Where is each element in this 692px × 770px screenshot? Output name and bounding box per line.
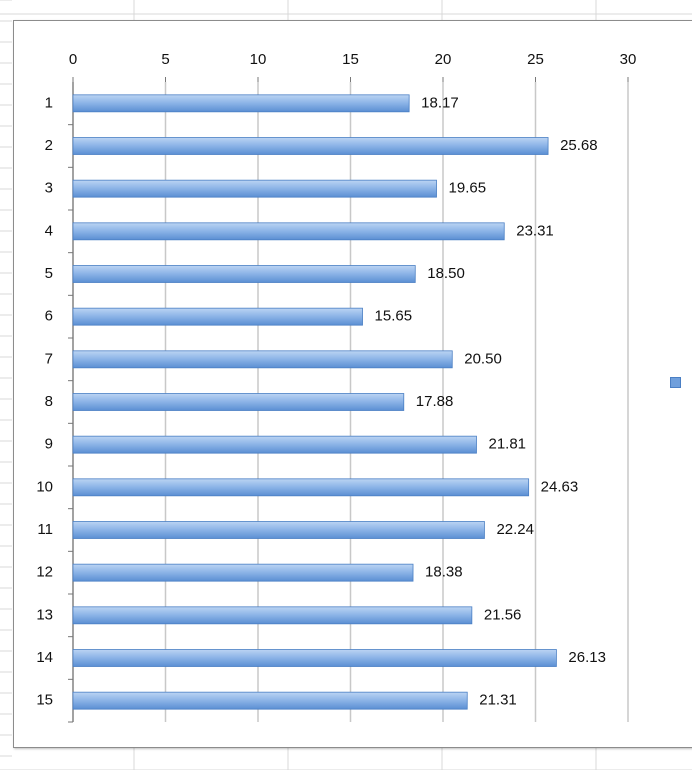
category-label: 2 xyxy=(45,137,53,154)
bar[interactable] xyxy=(72,435,477,454)
category-label: 11 xyxy=(37,521,53,538)
data-label: 20.50 xyxy=(464,350,502,367)
category-label: 4 xyxy=(45,222,53,239)
bar[interactable] xyxy=(72,137,549,155)
bar[interactable] xyxy=(72,350,453,369)
x-tick-label: 5 xyxy=(161,51,169,68)
category-label: 5 xyxy=(45,265,53,282)
bar[interactable] xyxy=(72,265,416,283)
bar[interactable] xyxy=(72,478,530,497)
category-label: 3 xyxy=(45,180,53,197)
bar[interactable] xyxy=(72,307,363,326)
data-label: 17.88 xyxy=(416,393,454,410)
bar[interactable] xyxy=(72,606,473,625)
bar[interactable] xyxy=(72,563,414,582)
category-label: 15 xyxy=(36,692,53,709)
data-label: 18.50 xyxy=(427,265,465,282)
x-tick-label: 20 xyxy=(435,51,452,68)
bar[interactable] xyxy=(72,179,437,198)
legend-swatch xyxy=(670,376,681,388)
data-label: 21.81 xyxy=(488,436,526,453)
data-label: 18.17 xyxy=(421,94,459,111)
data-label: 21.56 xyxy=(484,606,522,623)
category-label: 14 xyxy=(36,649,53,666)
data-label: 15.65 xyxy=(375,308,413,325)
data-label: 21.31 xyxy=(479,692,517,709)
category-label: 6 xyxy=(45,308,53,325)
x-tick-label: 15 xyxy=(342,51,359,68)
data-label: 24.63 xyxy=(541,478,579,495)
bar[interactable] xyxy=(72,393,405,411)
bar[interactable] xyxy=(72,649,557,667)
x-axis-ticks: 0 5 10 15 20 25 30 xyxy=(69,51,637,68)
data-labels: 18.17 25.68 19.65 23.31 18.50 15.65 20.50 17.88… xyxy=(375,94,606,708)
data-label: 18.38 xyxy=(425,564,463,581)
bars xyxy=(72,94,557,710)
category-label: 8 xyxy=(45,393,53,410)
x-tick-label: 0 xyxy=(69,51,77,68)
x-tick-label: 30 xyxy=(620,51,637,68)
data-label: 23.31 xyxy=(516,222,554,239)
category-label: 12 xyxy=(36,564,53,581)
x-tick-label: 25 xyxy=(527,51,544,68)
category-label: 1 xyxy=(45,94,53,111)
data-label: 22.24 xyxy=(496,521,534,538)
bar[interactable] xyxy=(72,521,485,539)
bar[interactable] xyxy=(72,94,410,113)
data-label: 25.68 xyxy=(560,137,598,154)
bar[interactable] xyxy=(72,691,468,710)
category-label: 7 xyxy=(45,350,53,367)
x-tick-label: 10 xyxy=(250,51,267,68)
bar[interactable] xyxy=(72,222,505,241)
data-label: 19.65 xyxy=(449,180,487,197)
category-label: 9 xyxy=(45,436,53,453)
category-label: 13 xyxy=(36,606,53,623)
category-label: 10 xyxy=(36,478,53,495)
legend[interactable] xyxy=(670,372,687,392)
data-label: 26.13 xyxy=(568,649,606,666)
